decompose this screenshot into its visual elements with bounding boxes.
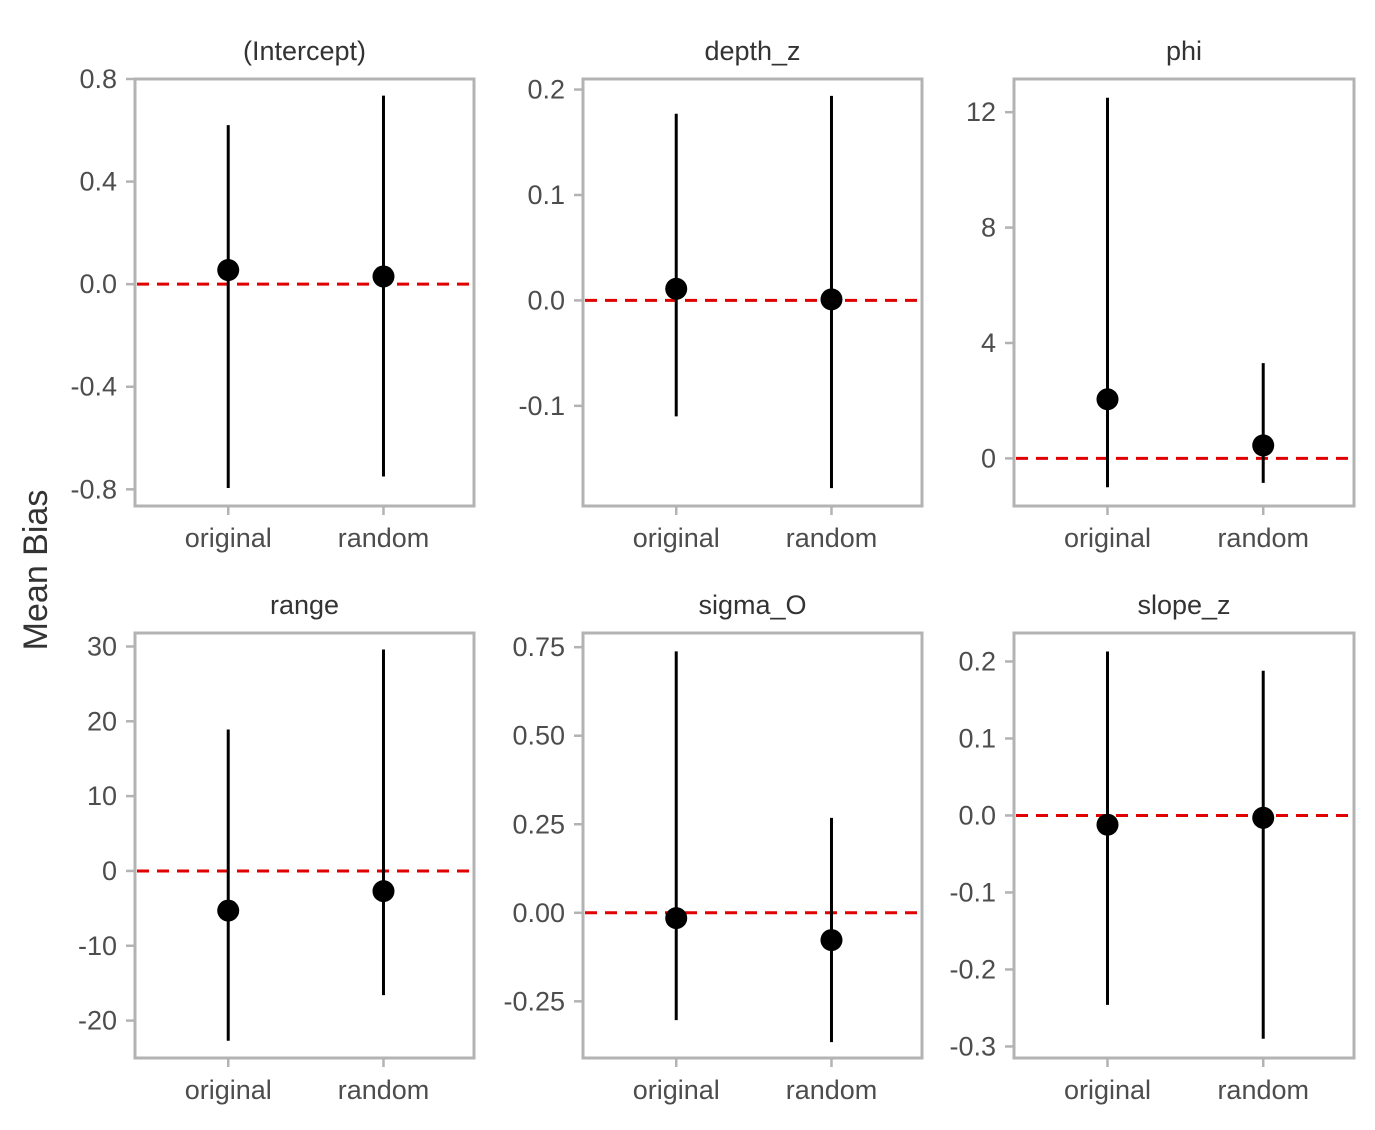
y-tick-label: 30 (87, 631, 117, 661)
facet-panel-depthz: depth_z 0.2 0.1 0.0 -0.1 original random (518, 36, 924, 553)
mean-point-random (1252, 434, 1275, 457)
y-tick-label: -0.4 (70, 372, 117, 402)
y-tick-label: -0.3 (949, 1031, 996, 1061)
panel-frame (1012, 631, 1356, 1060)
y-tick-label: 0.2 (958, 646, 996, 676)
y-tick-label: 0.00 (512, 898, 565, 928)
panel-title: (Intercept) (243, 36, 366, 66)
panel-frame (1012, 77, 1356, 508)
panel-title: slope_z (1137, 590, 1230, 620)
mean-point-original (217, 259, 240, 282)
panel-title: range (270, 590, 339, 620)
x-tick-label: random (338, 523, 430, 553)
mean-point-random (820, 929, 843, 952)
panel-title: phi (1166, 36, 1202, 66)
panel-title: depth_z (704, 36, 800, 66)
y-tick-label: -0.1 (949, 877, 996, 907)
panel-title: sigma_O (698, 590, 806, 620)
mean-point-random (372, 265, 395, 288)
y-tick-label: 10 (87, 781, 117, 811)
x-tick-label: original (185, 1075, 272, 1105)
y-tick-label: 0.8 (79, 64, 117, 94)
facet-panel-phi: phi 12 8 4 0 original random (966, 36, 1356, 553)
y-axis-label: Mean Bias (17, 490, 55, 651)
facet-panel-range: range 30 20 10 0 -10 -20 original random (78, 590, 476, 1105)
y-tick-label: 0.4 (79, 167, 117, 197)
x-tick-label: random (338, 1075, 430, 1105)
y-tick-label: -0.25 (503, 986, 565, 1016)
x-tick-label: random (786, 1075, 878, 1105)
y-tick-label: -20 (78, 1006, 117, 1036)
facet-panel-slopez: slope_z 0.2 0.1 0.0 -0.1 -0.2 -0.3 original rand… (949, 590, 1356, 1105)
panel-frame (133, 77, 476, 508)
y-tick-label: 8 (981, 213, 996, 243)
mean-point-random (1252, 806, 1275, 829)
y-tick-label: 0.0 (79, 269, 117, 299)
x-tick-label: original (633, 523, 720, 553)
y-tick-label: 0.2 (527, 75, 565, 105)
panel-frame (133, 631, 476, 1060)
panel-frame (581, 77, 924, 508)
y-tick-label: 0.0 (527, 285, 565, 315)
y-tick-label: 0.0 (958, 800, 996, 830)
y-tick-label: -0.2 (949, 954, 996, 984)
y-tick-label: 0.1 (958, 723, 996, 753)
x-tick-label: original (185, 523, 272, 553)
mean-point-original (1096, 388, 1119, 411)
mean-point-original (665, 907, 688, 930)
mean-point-random (372, 880, 395, 903)
mean-point-random (820, 288, 843, 311)
mean-point-original (217, 899, 240, 922)
panel-frame (581, 631, 924, 1060)
y-tick-label: 0.75 (512, 632, 565, 662)
y-tick-label: -0.8 (70, 474, 117, 504)
y-tick-label: 0.50 (512, 721, 565, 751)
mean-point-original (1096, 813, 1119, 836)
y-tick-label: 0 (102, 856, 117, 886)
y-tick-label: 20 (87, 706, 117, 736)
y-tick-label: 0 (981, 443, 996, 473)
y-tick-label: 4 (981, 328, 996, 358)
x-tick-label: random (1217, 523, 1309, 553)
x-tick-label: random (1217, 1075, 1309, 1105)
mean-point-original (665, 277, 688, 300)
y-tick-label: 12 (966, 97, 996, 127)
facet-panels: (Intercept) 0.8 0.4 0.0 -0.4 -0.8 original rand… (70, 36, 1356, 1105)
x-tick-label: original (1064, 1075, 1151, 1105)
facet-panel-sigmao: sigma_O 0.75 0.50 0.25 0.00 -0.25 original rand… (503, 590, 924, 1105)
y-tick-label: -0.1 (518, 391, 565, 421)
y-tick-label: 0.25 (512, 809, 565, 839)
y-tick-label: -10 (78, 931, 117, 961)
x-tick-label: original (633, 1075, 720, 1105)
x-tick-label: original (1064, 523, 1151, 553)
x-tick-label: random (786, 523, 878, 553)
facet-panel-intercept: (Intercept) 0.8 0.4 0.0 -0.4 -0.8 original rand… (70, 36, 476, 553)
y-tick-label: 0.1 (527, 180, 565, 210)
